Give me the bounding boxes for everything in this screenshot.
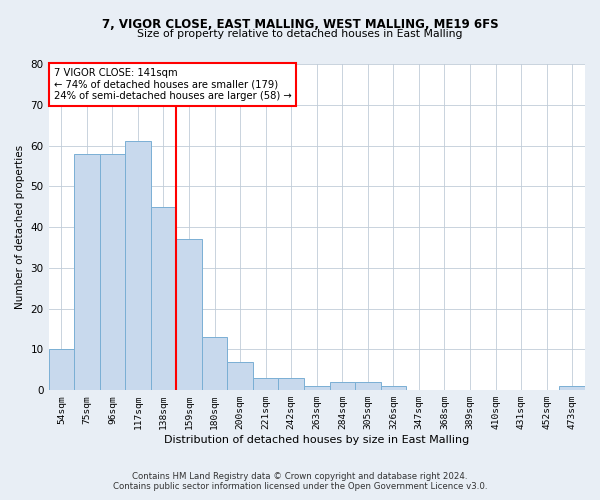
Bar	[278, 378, 304, 390]
Bar	[74, 154, 100, 390]
Bar	[329, 382, 355, 390]
X-axis label: Distribution of detached houses by size in East Malling: Distribution of detached houses by size …	[164, 435, 469, 445]
Bar	[380, 386, 406, 390]
Bar	[100, 154, 125, 390]
Bar	[125, 142, 151, 390]
Bar	[202, 337, 227, 390]
Y-axis label: Number of detached properties: Number of detached properties	[15, 145, 25, 309]
Bar	[355, 382, 380, 390]
Bar	[253, 378, 278, 390]
Bar	[304, 386, 329, 390]
Bar	[559, 386, 585, 390]
Text: Contains HM Land Registry data © Crown copyright and database right 2024.: Contains HM Land Registry data © Crown c…	[132, 472, 468, 481]
Text: Contains public sector information licensed under the Open Government Licence v3: Contains public sector information licen…	[113, 482, 487, 491]
Bar	[176, 240, 202, 390]
Bar	[227, 362, 253, 390]
Bar	[151, 206, 176, 390]
Text: 7 VIGOR CLOSE: 141sqm
← 74% of detached houses are smaller (179)
24% of semi-det: 7 VIGOR CLOSE: 141sqm ← 74% of detached …	[53, 68, 292, 102]
Text: Size of property relative to detached houses in East Malling: Size of property relative to detached ho…	[137, 29, 463, 39]
Text: 7, VIGOR CLOSE, EAST MALLING, WEST MALLING, ME19 6FS: 7, VIGOR CLOSE, EAST MALLING, WEST MALLI…	[101, 18, 499, 30]
Bar	[49, 350, 74, 390]
